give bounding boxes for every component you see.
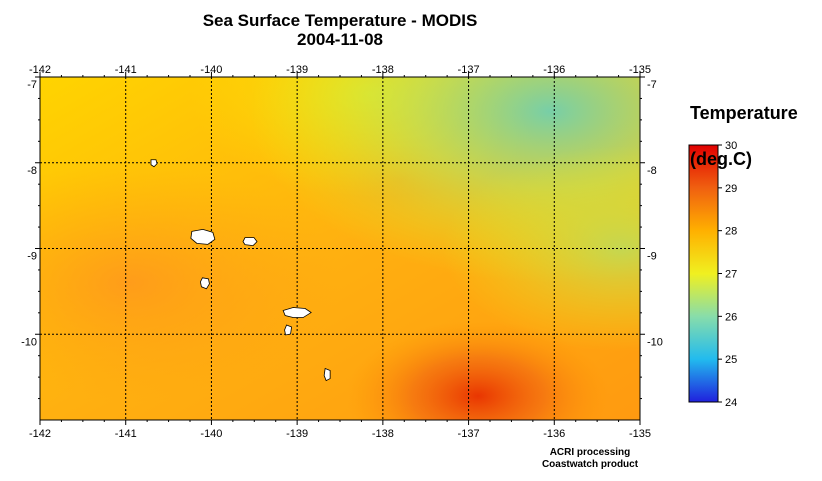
lon-tick-label-top: -139 [286, 64, 308, 76]
colorbar-tick-label: 25 [725, 354, 737, 366]
title-text: Sea Surface Temperature - MODIS [202, 11, 478, 30]
islands-layer [150, 159, 331, 382]
lon-tick-label-top: -140 [200, 64, 222, 76]
lat-tick-label-right: -10 [647, 336, 663, 348]
legend-title-line2: (deg.C) [690, 149, 752, 169]
lon-tick-label-bottom: -138 [372, 428, 394, 440]
lon-tick-label-bottom: -141 [115, 428, 137, 440]
lon-tick-label-bottom: -137 [458, 428, 480, 440]
lat-tick-label-right: -8 [647, 165, 657, 177]
lat-tick-label-left: -9 [27, 251, 37, 263]
colorbar-tick-label: 27 [725, 269, 737, 281]
lon-tick-label-top: -137 [458, 64, 480, 76]
colorbar-gradient [688, 144, 719, 403]
date-text: 2004-11-08 [296, 30, 384, 49]
lat-tick-label-left: -7 [27, 79, 37, 91]
legend-title-line1: Temperature [690, 103, 798, 123]
lon-tick-label-top: -136 [543, 64, 565, 76]
grid-lines [40, 77, 640, 420]
lon-tick-label-top: -142 [29, 64, 51, 76]
map-title: Sea Surface Temperature - MODIS 2004-11-… [40, 11, 640, 49]
lat-tick-label-left: -10 [21, 336, 37, 348]
lon-tick-label-bottom: -135 [629, 428, 651, 440]
island-shape [284, 324, 293, 336]
colorbar-tick-label: 30 [725, 140, 737, 152]
island-shape [200, 277, 210, 290]
lat-tick-label-right: -7 [647, 79, 657, 91]
colorbar-tick-label: 29 [725, 183, 737, 195]
legend-title: Temperature (deg.C) [690, 79, 798, 194]
lon-tick-label-top: -138 [372, 64, 394, 76]
lon-tick-label-bottom: -136 [543, 428, 565, 440]
island-shape [190, 228, 216, 245]
island-shape [323, 367, 331, 382]
colorbar-tick-label: 24 [725, 397, 737, 409]
credit-product: Coastwatch product [541, 459, 639, 470]
colorbar-tick-label: 28 [725, 226, 737, 238]
lon-tick-label-top: -135 [629, 64, 651, 76]
lon-tick-label-top: -141 [115, 64, 137, 76]
axis-ticks: -142 -142 -141 -141 -140 -140 -139 -139 -138 -138… [21, 64, 663, 440]
lon-tick-label-bottom: -139 [286, 428, 308, 440]
island-shape [150, 159, 158, 168]
colorbar-tick-label: 26 [725, 311, 737, 323]
lon-tick-label-bottom: -142 [29, 428, 51, 440]
island-shape [282, 307, 312, 318]
island-shape [242, 237, 258, 247]
colorbar: 30 29 28 27 26 25 24 [688, 140, 737, 409]
lat-tick-label-right: -9 [647, 251, 657, 263]
credit-processing: ACRI processing [549, 447, 631, 458]
lat-tick-label-left: -8 [27, 165, 37, 177]
lon-tick-label-bottom: -140 [200, 428, 222, 440]
